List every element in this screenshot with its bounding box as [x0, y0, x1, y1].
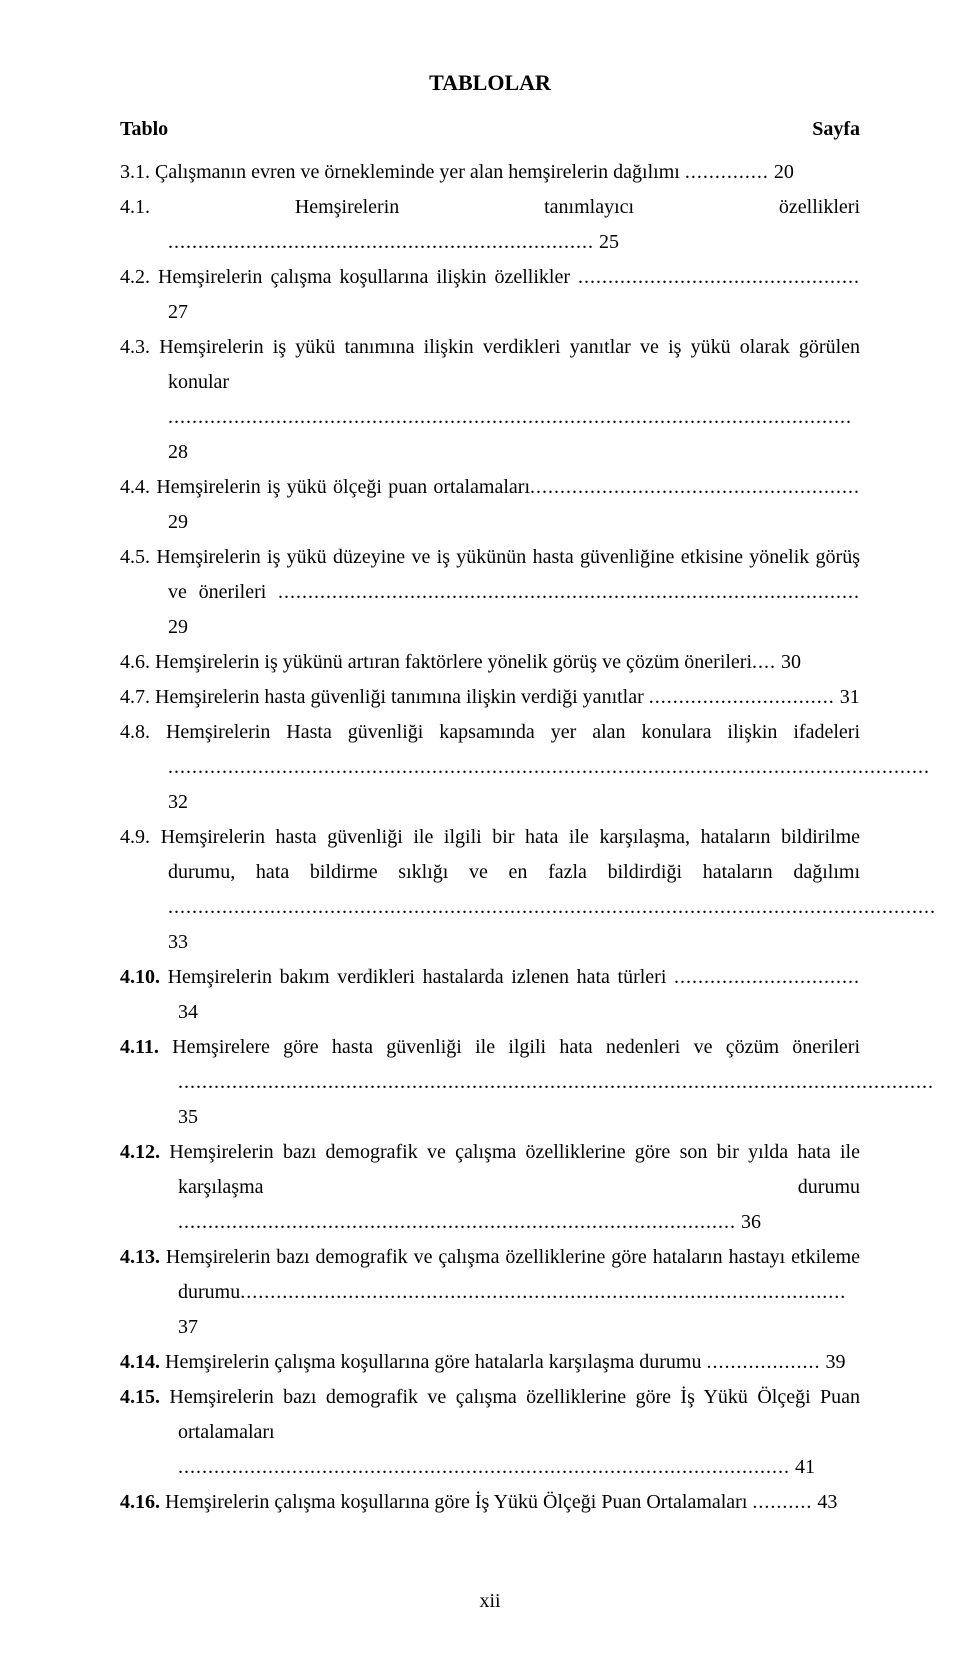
entry-text: Çalışmanın evren ve örnekleminde yer ala… [155, 161, 685, 183]
entry-page: 41 [790, 1456, 815, 1478]
table-header-row: Tablo Sayfa [120, 118, 860, 141]
entry-number: 4.11. [120, 1036, 159, 1058]
entry-text: Hemşirelerin çalışma koşullarına göre İş… [165, 1491, 752, 1513]
toc-entry: 4.2. Hemşirelerin çalışma koşullarına il… [120, 260, 860, 330]
page-number-footer: xii [120, 1590, 860, 1613]
entry-leaders: ........................................… [578, 266, 860, 288]
toc-entry: 4.1. Hemşirelerin tanımlayıcı özellikler… [120, 190, 860, 260]
toc-entry: 4.3. Hemşirelerin iş yükü tanımına ilişk… [120, 330, 860, 470]
entry-text: Hemşirelerin iş yükü tanımına ilişkin ve… [159, 336, 860, 393]
entry-number: 4.10. [120, 966, 160, 988]
entry-page: 32 [168, 791, 188, 813]
entry-leaders: ........................................… [178, 1456, 790, 1478]
toc-entry: 4.5. Hemşirelerin iş yükü düzeyine ve iş… [120, 540, 860, 645]
entry-text: Hemşirelerin iş yükü ölçeği puan ortalam… [156, 476, 530, 498]
entry-number: 4.12. [120, 1141, 160, 1163]
entry-text: Hemşirelerin iş yükünü artıran faktörler… [155, 651, 752, 673]
entry-page: 35 [178, 1106, 198, 1128]
entry-leaders: ........................................… [168, 896, 936, 918]
entry-text: Hemşirelere göre hasta güvenliği ile ilg… [172, 1036, 860, 1058]
toc-entry: 4.9. Hemşirelerin hasta güvenliği ile il… [120, 820, 860, 960]
entry-page: 29 [168, 511, 188, 533]
entry-leaders: ............................... [674, 966, 860, 988]
entry-leaders: .... [752, 651, 776, 673]
entry-page: 34 [178, 1001, 198, 1023]
entry-number: 4.3. [120, 336, 150, 358]
entry-number: 4.1. [120, 196, 150, 218]
toc-entry: 4.15. Hemşirelerin bazı demografik ve ça… [120, 1380, 860, 1485]
page-heading: TABLOLAR [120, 70, 860, 96]
entry-number: 4.4. [120, 476, 150, 498]
entry-leaders: ........................................… [278, 581, 860, 603]
entry-text: Hemşirelerin tanımlayıcı özellikleri [295, 196, 860, 218]
entry-number: 4.7. [120, 686, 150, 708]
toc-entry: 4.4. Hemşirelerin iş yükü ölçeği puan or… [120, 470, 860, 540]
page-container: TABLOLAR Tablo Sayfa 3.1. Çalışmanın evr… [0, 0, 960, 1673]
entry-page: 37 [178, 1316, 198, 1338]
toc-entry: 4.11. Hemşirelere göre hasta güvenliği i… [120, 1030, 860, 1135]
toc-entry: 4.16. Hemşirelerin çalışma koşullarına g… [120, 1485, 860, 1520]
entry-text: Hemşirelerin bakım verdikleri hastalarda… [168, 966, 674, 988]
entry-number: 4.5. [120, 546, 150, 568]
entry-leaders: ........................................… [240, 1281, 846, 1303]
entry-page: 31 [835, 686, 860, 708]
entry-number: 3.1. [120, 161, 150, 183]
entry-leaders: ........................................… [168, 231, 594, 253]
entry-page: 33 [168, 931, 188, 953]
entry-leaders: ........................................… [178, 1071, 934, 1093]
toc-entries: 3.1. Çalışmanın evren ve örnekleminde ye… [120, 155, 860, 1520]
col-header-left: Tablo [120, 118, 168, 141]
entry-leaders: ........................................… [178, 1211, 736, 1233]
toc-entry: 3.1. Çalışmanın evren ve örnekleminde ye… [120, 155, 860, 190]
entry-leaders: .......... [752, 1491, 812, 1513]
entry-page: 36 [736, 1211, 761, 1233]
entry-leaders: ........................................… [530, 476, 860, 498]
toc-entry: 4.6. Hemşirelerin iş yükünü artıran fakt… [120, 645, 860, 680]
entry-number: 4.8. [120, 721, 150, 743]
entry-text: Hemşirelerin çalışma koşullarına ilişkin… [158, 266, 578, 288]
entry-number: 4.16. [120, 1491, 160, 1513]
entry-leaders: ........................................… [168, 406, 852, 428]
entry-text: Hemşirelerin hasta güvenliği tanımına il… [155, 686, 649, 708]
toc-entry: 4.13. Hemşirelerin bazı demografik ve ça… [120, 1240, 860, 1345]
entry-text: Hemşirelerin bazı demografik ve çalışma … [169, 1386, 860, 1443]
entry-text: Hemşirelerin çalışma koşullarına göre ha… [165, 1351, 706, 1373]
entry-text: Hemşirelerin Hasta güvenliği kapsamında … [166, 721, 860, 743]
entry-leaders: ............................... [649, 686, 835, 708]
entry-page: 27 [168, 301, 188, 323]
toc-entry: 4.14. Hemşirelerin çalışma koşullarına g… [120, 1345, 860, 1380]
entry-page: 25 [594, 231, 619, 253]
col-header-right: Sayfa [812, 118, 860, 141]
entry-leaders: ........................................… [168, 756, 930, 778]
entry-page: 28 [168, 441, 188, 463]
entry-page: 29 [168, 616, 188, 638]
entry-number: 4.14. [120, 1351, 160, 1373]
entry-page: 43 [812, 1491, 837, 1513]
entry-number: 4.9. [120, 826, 150, 848]
entry-leaders: ................... [706, 1351, 820, 1373]
entry-page: 39 [820, 1351, 845, 1373]
toc-entry: 4.10. Hemşirelerin bakım verdikleri hast… [120, 960, 860, 1030]
entry-page: 30 [776, 651, 801, 673]
entry-leaders: .............. [685, 161, 769, 183]
entry-number: 4.13. [120, 1246, 160, 1268]
entry-page: 20 [769, 161, 794, 183]
entry-text: Hemşirelerin bazı demografik ve çalışma … [169, 1141, 860, 1198]
entry-number: 4.6. [120, 651, 150, 673]
entry-number: 4.15. [120, 1386, 160, 1408]
entry-number: 4.2. [120, 266, 150, 288]
toc-entry: 4.12. Hemşirelerin bazı demografik ve ça… [120, 1135, 860, 1240]
entry-text: Hemşirelerin hasta güvenliği ile ilgili … [161, 826, 860, 883]
toc-entry: 4.8. Hemşirelerin Hasta güvenliği kapsam… [120, 715, 860, 820]
toc-entry: 4.7. Hemşirelerin hasta güvenliği tanımı… [120, 680, 860, 715]
